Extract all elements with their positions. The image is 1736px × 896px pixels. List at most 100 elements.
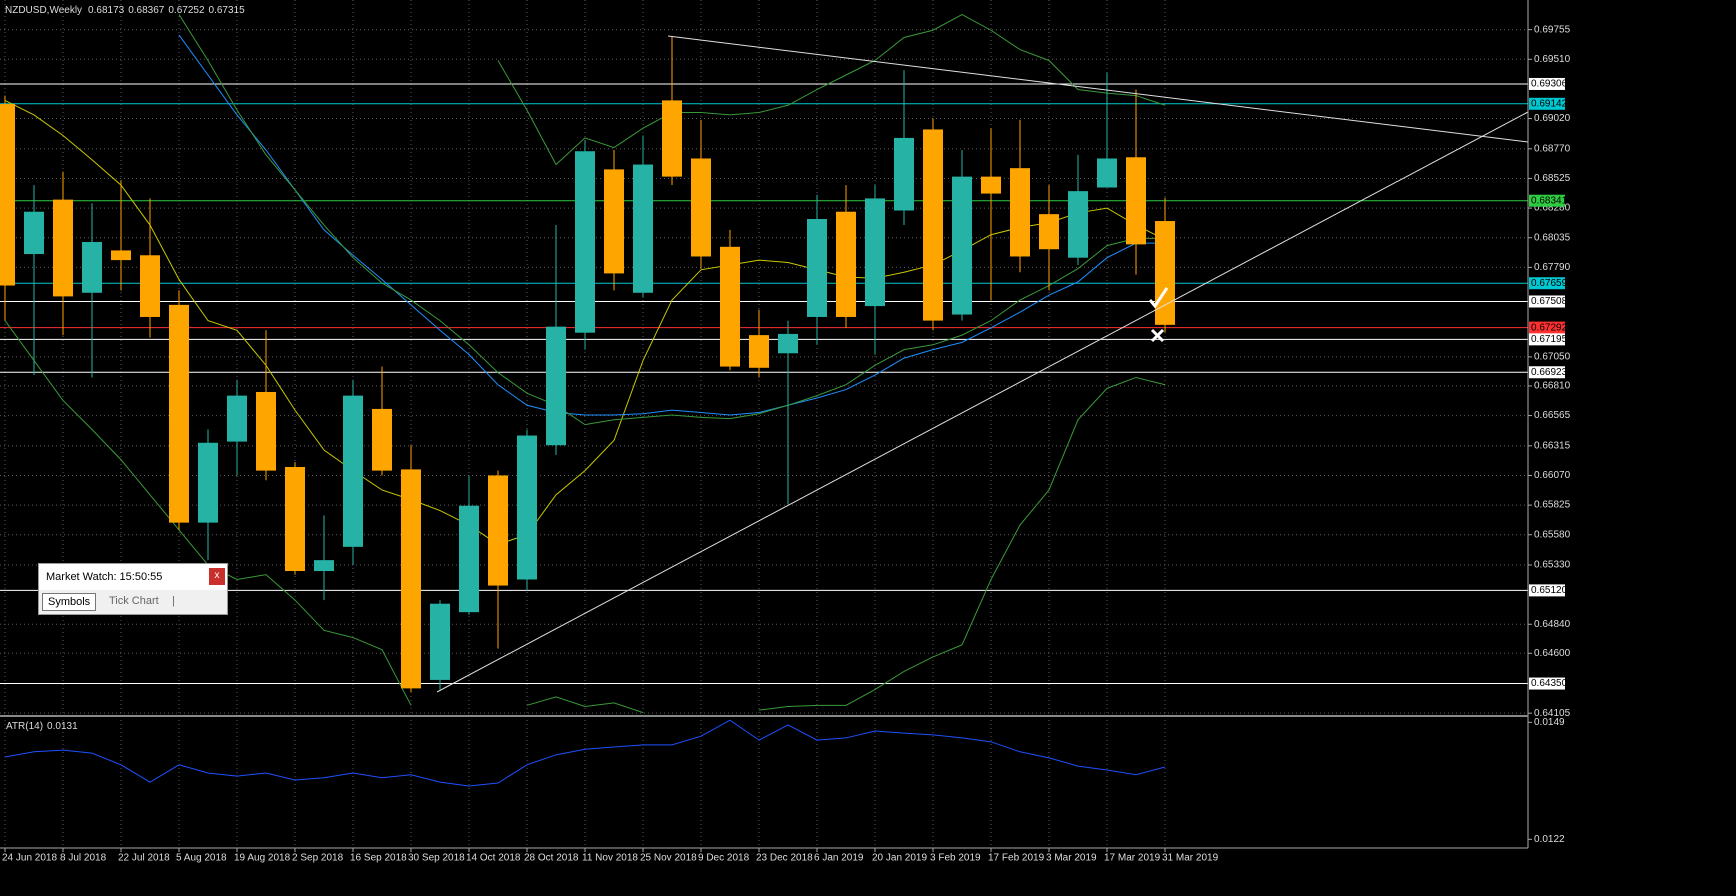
level-label-box xyxy=(1529,333,1565,346)
x-tick-label: 14 Oct 2018 xyxy=(466,853,521,864)
atr-value: 0.0131 xyxy=(47,721,78,732)
x-tick-label: 9 Dec 2018 xyxy=(698,853,750,864)
candle-body xyxy=(517,435,537,580)
market-watch-title: Market Watch: 15:50:55 x xyxy=(39,564,227,590)
candle-body xyxy=(459,505,479,613)
level-label: 0.65120 xyxy=(1531,585,1568,596)
candle-body xyxy=(633,164,653,293)
y-tick-label: 0.0122 xyxy=(1534,834,1565,845)
candle-body xyxy=(604,169,624,274)
tab[interactable]: Symbols xyxy=(42,593,97,611)
level-label: 0.69142 xyxy=(1531,98,1568,109)
x-tick-label: 24 Jun 2018 xyxy=(2,853,57,864)
atr-header: ATR(14) 0.0131 xyxy=(6,721,78,732)
y-tick-label: 0.68035 xyxy=(1534,232,1571,243)
candle-body xyxy=(546,326,566,446)
x-tick-label: 20 Jan 2019 xyxy=(872,853,927,864)
candle-body xyxy=(401,469,421,689)
candle-body xyxy=(778,333,798,354)
level-label-box xyxy=(1529,194,1565,207)
y-tick-label: 0.66315 xyxy=(1534,440,1571,451)
candle-body xyxy=(749,335,769,368)
tabs: Symbols Tick Chart | xyxy=(39,590,227,614)
y-tick-label: 0.64105 xyxy=(1534,708,1571,719)
y-tick-label: 0.68280 xyxy=(1534,203,1571,214)
level-label-box xyxy=(1529,277,1565,290)
level-label-box xyxy=(1529,366,1565,379)
candle-body xyxy=(198,442,218,523)
x-tick-label: 8 Jul 2018 xyxy=(60,853,107,864)
tab[interactable]: Tick Chart xyxy=(109,595,159,607)
x-tick-label: 28 Oct 2018 xyxy=(524,853,579,864)
y-tick-label: 0.69020 xyxy=(1534,113,1571,124)
title: Market Watch: 15:50:55 xyxy=(46,571,163,583)
candle-body xyxy=(720,246,740,367)
candle-body xyxy=(894,137,914,211)
y-tick-label: 0.64840 xyxy=(1534,619,1571,630)
x-tick-label: 17 Feb 2019 xyxy=(988,853,1045,864)
level-label: 0.67292 xyxy=(1531,322,1568,333)
x-tick-label: 31 Mar 2019 xyxy=(1162,853,1219,864)
level-label: 0.67195 xyxy=(1531,334,1568,345)
y-tick-label: 0.66810 xyxy=(1534,381,1571,392)
axis-layer: 0.69755 0.69510 0.69020 0.68770 0.68525 0.682… xyxy=(0,0,1571,864)
candle-body xyxy=(0,104,15,286)
y-tick-label: 0.0149 xyxy=(1534,717,1565,728)
candle-body xyxy=(952,176,972,315)
x-tick-label: 19 Aug 2018 xyxy=(234,853,291,864)
low-value: 0.67252 xyxy=(168,5,205,16)
level-label-box xyxy=(1529,77,1565,90)
close-value: 0.67315 xyxy=(209,5,246,16)
level-label-box xyxy=(1529,97,1565,110)
y-tick-label: 0.65330 xyxy=(1534,560,1571,571)
candle-body xyxy=(82,241,102,293)
candle-body xyxy=(140,255,160,317)
x-tick-label: 25 Nov 2018 xyxy=(640,853,697,864)
candle-body xyxy=(430,603,450,680)
candle-body xyxy=(343,395,363,547)
y-tick-label: 0.69755 xyxy=(1534,24,1571,35)
candle-body xyxy=(1010,168,1030,257)
candle-body xyxy=(227,395,247,442)
x-tick-label: 3 Mar 2019 xyxy=(1046,853,1097,864)
candle-body xyxy=(111,250,131,261)
candle-body xyxy=(1126,157,1146,245)
candle-body xyxy=(1097,158,1117,188)
candle-body xyxy=(923,129,943,321)
level-label-box xyxy=(1529,295,1565,308)
candle-body xyxy=(256,391,276,471)
symbol: NZDUSD,Weekly xyxy=(5,5,82,16)
high-value: 0.68367 xyxy=(128,5,165,16)
y-tick-label: 0.64600 xyxy=(1534,648,1571,659)
candle-body xyxy=(24,211,44,255)
open-value: 0.68173 xyxy=(88,5,125,16)
candle-body xyxy=(691,158,711,257)
level-label: 0.69306 xyxy=(1531,79,1568,90)
drawing-layer xyxy=(436,35,1529,693)
grid-layer xyxy=(0,0,1528,848)
level-label: 0.67659 xyxy=(1531,278,1568,289)
candle-body xyxy=(1068,191,1088,258)
y-tick-label: 0.65580 xyxy=(1534,529,1571,540)
level-label: 0.64350 xyxy=(1531,678,1568,689)
x-tick-label: 22 Jul 2018 xyxy=(118,853,170,864)
close-button[interactable]: x xyxy=(209,568,225,585)
y-tick-label: 0.65825 xyxy=(1534,500,1571,511)
y-tick-label: 0.69510 xyxy=(1534,54,1571,65)
candle-body xyxy=(314,560,334,572)
market-watch: Market Watch: 15:50:55 x Symbols Tick Cha… xyxy=(38,563,228,615)
x-tick-label: 2 Sep 2018 xyxy=(292,853,344,864)
trendline xyxy=(436,111,1529,693)
x-tick-label: 16 Sep 2018 xyxy=(350,853,407,864)
y-tick-label: 0.67050 xyxy=(1534,352,1571,363)
level-label: 0.67508 xyxy=(1531,296,1568,307)
level-label: 0.68341 xyxy=(1531,195,1568,206)
cross-mark xyxy=(1150,328,1165,343)
candle-layer xyxy=(0,36,1175,693)
candle-body xyxy=(865,198,885,307)
x-tick-label: 30 Sep 2018 xyxy=(408,853,465,864)
level-label-box xyxy=(1529,677,1565,690)
